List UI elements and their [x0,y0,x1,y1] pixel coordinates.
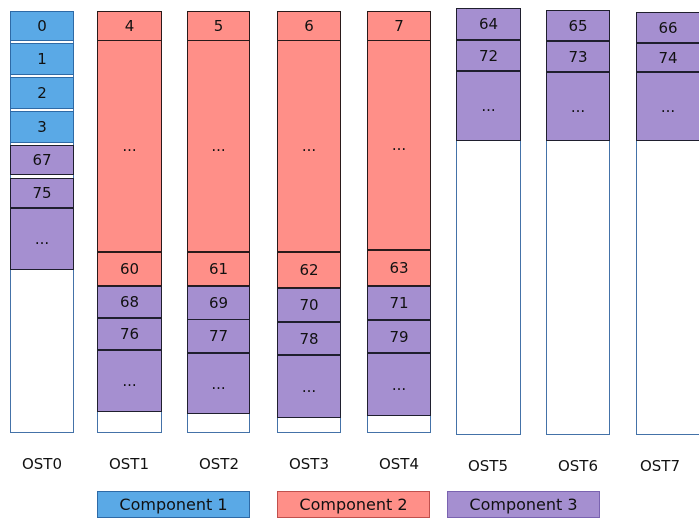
stripe-block: ... [187,40,250,252]
stripe-block: ... [97,40,162,252]
stripe-block: 70 [277,288,341,322]
stripe-block: 73 [546,41,610,72]
legend-component-3: Component 3 [447,491,600,518]
stripe-block: 3 [10,111,74,143]
stripe-block: 64 [456,8,521,40]
stripe-block: 69 [187,286,250,320]
stripe-block: 72 [456,40,521,71]
stripe-block: 7 [367,11,431,41]
stripe-block: ... [367,353,431,416]
stripe-block: 4 [97,11,162,41]
stripe-block: 76 [97,318,162,350]
stripe-block: ... [97,350,162,412]
stripe-block: 2 [10,77,74,109]
ost-label: OST3 [288,455,330,473]
stripe-block: 74 [636,43,699,72]
stripe-block: ... [367,40,431,250]
ost-label: OST5 [467,457,509,475]
ost-label: OST4 [378,455,420,473]
stripe-block: 62 [277,252,341,288]
stripe-block: ... [456,71,521,141]
stripe-block: ... [277,40,341,252]
stripe-block: 60 [97,252,162,286]
stripe-block: 68 [97,286,162,318]
stripe-block: 79 [367,320,431,353]
legend-component-2: Component 2 [277,491,430,518]
ost-label: OST6 [557,457,599,475]
stripe-block: ... [10,208,74,270]
stripe-block: ... [546,72,610,141]
stripe-block: 66 [636,12,699,43]
ost-label: OST7 [639,457,681,475]
stripe-block: 63 [367,250,431,286]
stripe-block: 75 [10,178,74,208]
stripe-block: 6 [277,11,341,41]
stripe-block: ... [187,353,250,414]
stripe-block: 78 [277,322,341,355]
stripe-block: 5 [187,11,250,41]
stripe-block: 65 [546,10,610,41]
stripe-block: 77 [187,319,250,353]
stripe-block: ... [636,72,699,141]
stripe-block: 71 [367,286,431,320]
stripe-block: 67 [10,145,74,175]
ost-label: OST1 [108,455,150,473]
legend-component-1: Component 1 [97,491,250,518]
stripe-block: 1 [10,43,74,75]
stripe-block: ... [277,355,341,418]
ost-label: OST0 [21,455,63,473]
ost-label: OST2 [198,455,240,473]
stripe-block: 0 [10,11,74,41]
stripe-block: 61 [187,252,250,286]
